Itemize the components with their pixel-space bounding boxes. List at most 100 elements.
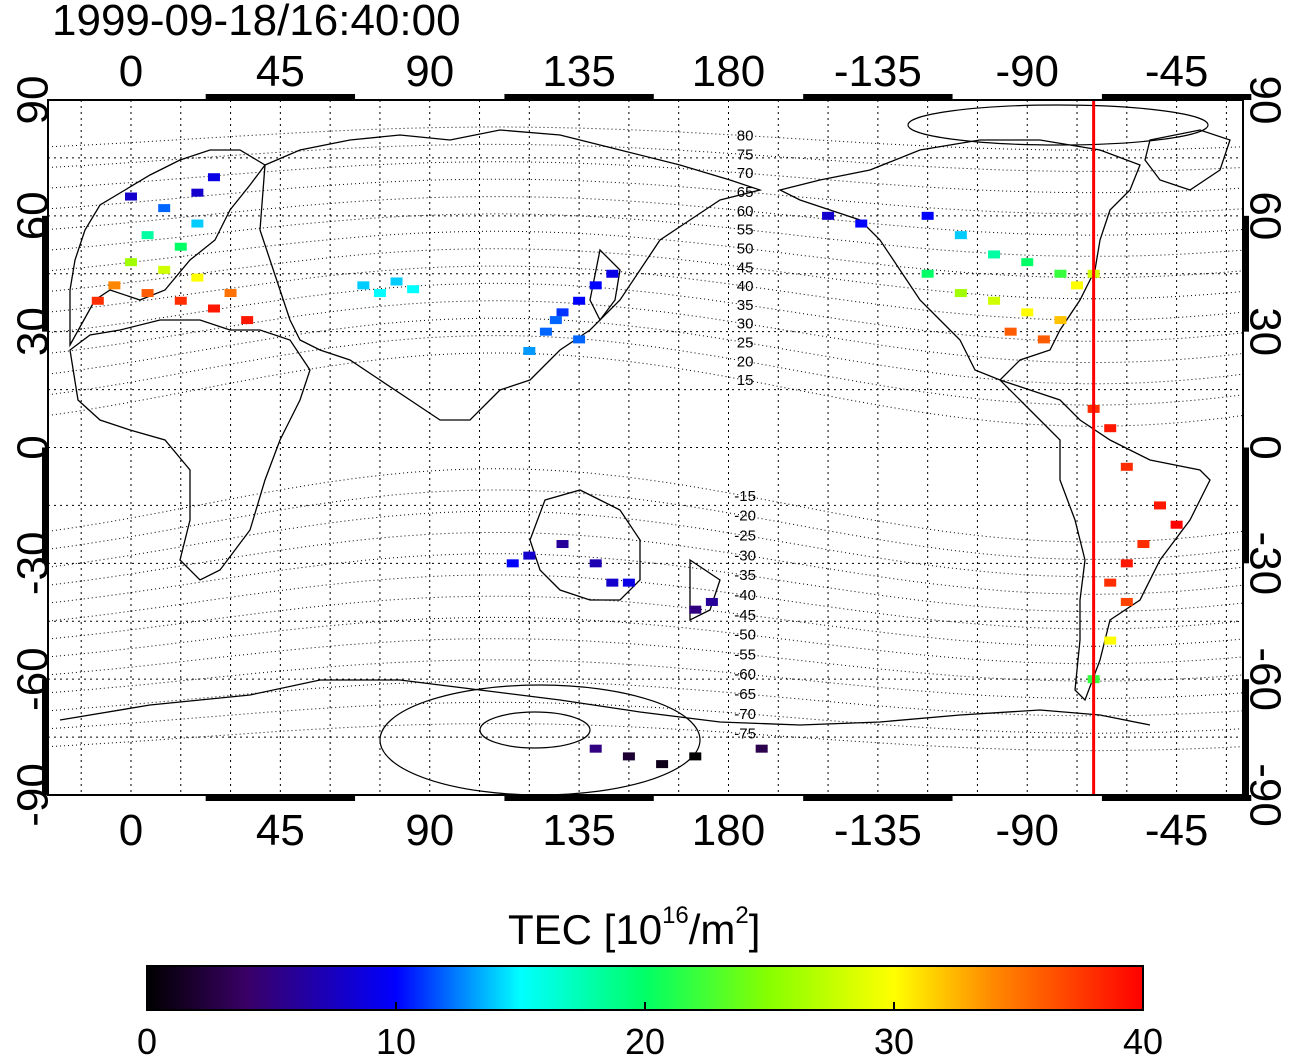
frame-bar-right	[1243, 447, 1249, 564]
bottom-lon-tick-label: 180	[692, 806, 765, 855]
tec-point	[589, 744, 602, 753]
tec-point	[124, 192, 137, 201]
south-pole-contour-outer	[379, 684, 701, 795]
magnetic-contour	[48, 126, 1243, 151]
colorbar-ticks: 0 10 20 30 40	[137, 1002, 1163, 1057]
left-latitude-ticks: 90 60 30 0 -30 -60 -90	[8, 76, 57, 827]
tec-point	[1120, 462, 1133, 471]
top-longitude-ticks: 0 45 90 135 180 -135 -90 -45	[119, 47, 1209, 96]
tec-point	[158, 204, 171, 213]
frame-bar-left	[42, 679, 48, 795]
tec-point	[1154, 501, 1167, 510]
contour-label: -25	[734, 528, 756, 545]
contour-label: 60	[737, 203, 754, 220]
magnetic-contour	[48, 595, 1243, 647]
top-lon-tick-label: 180	[692, 47, 765, 96]
contour-label: 40	[737, 278, 754, 295]
colorbar-tick-label: 20	[625, 1021, 665, 1057]
tec-point	[589, 559, 602, 568]
magnetic-contour	[48, 317, 1243, 385]
contour-label: -30	[734, 547, 756, 564]
tec-point	[1104, 424, 1117, 433]
north-pole-contour	[907, 104, 1209, 146]
magnetic-contour	[48, 553, 1243, 613]
tec-point	[954, 231, 967, 240]
left-lat-tick-label: 60	[8, 191, 57, 240]
tec-point	[108, 281, 121, 290]
tec-point	[689, 605, 702, 614]
tec-point	[174, 242, 187, 251]
tec-point	[523, 346, 536, 355]
frame-bar-left	[42, 215, 48, 332]
colorbar-tick-label: 30	[874, 1021, 914, 1057]
tec-point	[988, 296, 1001, 305]
tec-point	[241, 316, 254, 325]
tec-point	[390, 277, 403, 286]
bottom-longitude-ticks: 0 45 90 135 180 -135 -90 -45	[119, 806, 1209, 855]
left-lat-tick-label: -90	[8, 763, 57, 827]
tec-point	[822, 211, 835, 220]
frame-bar-bottom	[205, 795, 356, 801]
colorbar-tick-label: 0	[137, 1021, 157, 1057]
magnetic-contour	[48, 282, 1243, 342]
right-lat-tick-label: 60	[1241, 191, 1290, 240]
magnetic-contour	[48, 616, 1243, 665]
tec-point	[549, 316, 562, 325]
tec-point	[174, 296, 187, 305]
left-lat-tick-label: -60	[8, 647, 57, 711]
tec-point	[506, 559, 519, 568]
top-lon-tick-label: 0	[119, 47, 143, 96]
bottom-lon-tick-label: 90	[405, 806, 454, 855]
tec-point	[1021, 258, 1034, 267]
top-lon-tick-label: -135	[834, 47, 922, 96]
tec-point	[191, 219, 204, 228]
frame-bar-top	[803, 94, 953, 100]
contour-label: 50	[737, 240, 754, 257]
contour-label: 55	[737, 222, 754, 239]
top-lon-tick-label: 90	[405, 47, 454, 96]
tec-point	[191, 188, 204, 197]
tec-point	[755, 744, 768, 753]
tec-point	[573, 296, 586, 305]
tec-point	[656, 760, 669, 769]
tec-point	[1054, 316, 1067, 325]
contour-label: 80	[737, 128, 754, 145]
frame-bar-top	[504, 94, 654, 100]
tec-point	[407, 285, 420, 294]
right-lat-tick-label: -60	[1241, 647, 1290, 711]
contour-label: -50	[734, 627, 756, 644]
coastlines	[59, 129, 1231, 726]
south-pole-contour-inner	[479, 711, 591, 749]
tec-point	[622, 752, 635, 761]
tec-point	[523, 551, 536, 560]
tec-point	[207, 173, 220, 182]
magnetic-contour	[48, 213, 1243, 257]
magnetic-contour	[48, 574, 1243, 630]
bottom-lon-tick-label: -90	[995, 806, 1059, 855]
tec-point	[689, 752, 702, 761]
tec-point	[606, 269, 619, 278]
bottom-lon-tick-label: 0	[119, 806, 143, 855]
tec-point	[1120, 597, 1133, 606]
contour-label: 45	[737, 259, 754, 276]
tec-point	[921, 269, 934, 278]
tec-point	[207, 304, 220, 313]
tec-point	[556, 308, 569, 317]
right-lat-tick-label: -90	[1241, 763, 1290, 827]
frame-bar-right	[1243, 215, 1249, 332]
tec-point	[606, 578, 619, 587]
contour-label: 75	[737, 146, 754, 163]
magnetic-contour	[48, 659, 1243, 699]
tec-point	[1071, 281, 1084, 290]
tec-point	[124, 258, 137, 267]
left-lat-tick-label: 30	[8, 307, 57, 356]
top-lon-tick-label: 45	[256, 47, 305, 96]
tec-point	[1137, 540, 1150, 549]
contour-label: 15	[737, 372, 754, 389]
contour-label: -40	[734, 587, 756, 604]
tec-point	[357, 281, 370, 290]
contour-label: -15	[734, 488, 756, 505]
frame-bar-right	[1243, 679, 1249, 795]
tec-point	[1120, 559, 1133, 568]
